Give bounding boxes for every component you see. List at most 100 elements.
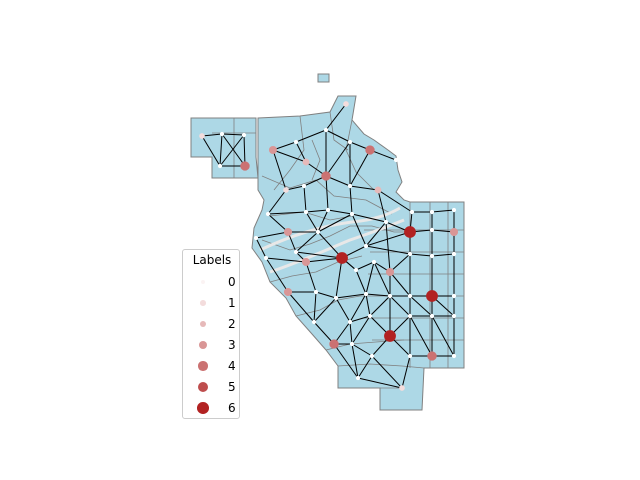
graph-node (241, 132, 247, 138)
graph-edge (365, 221, 387, 247)
district-boundary (273, 115, 305, 191)
graph-edge (303, 185, 307, 213)
graph-edge (265, 257, 289, 293)
graph-edge (325, 141, 351, 177)
graph-node (429, 313, 435, 319)
graph-edge (355, 269, 367, 295)
graph-edge (409, 315, 433, 357)
river (259, 206, 401, 252)
graph-edge (335, 257, 343, 299)
graph-node (451, 313, 457, 319)
graph-node (311, 319, 317, 325)
graph-edge (295, 141, 307, 163)
graph-edge (349, 293, 367, 323)
graph-edge (317, 209, 329, 233)
graph-node (363, 243, 369, 249)
graph-node (374, 186, 382, 194)
graph-node (383, 219, 389, 225)
graph-node (407, 313, 413, 319)
graph-edge (351, 343, 373, 357)
graph-edge (243, 134, 246, 167)
graph-node (427, 351, 437, 361)
legend-item: 6 (183, 398, 241, 418)
graph-edge (295, 251, 343, 259)
graph-edge (349, 321, 353, 345)
graph-edge (325, 175, 329, 211)
graph-edge (401, 355, 411, 389)
graph-edge (327, 209, 353, 215)
graph-node (367, 313, 373, 319)
legend-marker (198, 361, 208, 371)
legend-marker (200, 279, 206, 285)
graph-edge (295, 129, 327, 143)
legend-marker (200, 300, 206, 306)
graph-node (384, 330, 396, 342)
graph-node (387, 293, 393, 299)
graph-edge (351, 315, 371, 345)
graph-edge (221, 133, 246, 167)
graph-edge (365, 293, 391, 297)
graph-edge (255, 237, 267, 259)
graph-edge (287, 291, 315, 323)
graph-node (315, 229, 321, 235)
graph-edge (335, 293, 367, 299)
graph-node (199, 133, 205, 139)
graph-edge (351, 213, 387, 223)
graph-node (385, 267, 395, 277)
graph-edge (267, 189, 287, 215)
legend-label: 2 (228, 317, 236, 331)
legend-item: 4 (183, 356, 241, 376)
graph-node (399, 385, 405, 391)
region (251, 95, 465, 411)
graph-edge (315, 291, 337, 299)
graph-edge (305, 211, 319, 233)
graph-node (313, 289, 319, 295)
graph-edge (335, 297, 351, 323)
legend-label: 5 (228, 380, 236, 394)
graph-node (347, 319, 353, 325)
graph-node (451, 207, 457, 213)
graph-node (404, 226, 416, 238)
graph-node (219, 131, 225, 137)
district-boundary (337, 363, 425, 369)
graph-node (349, 341, 355, 347)
graph-node (429, 227, 435, 233)
graph-node (283, 287, 293, 297)
graph-edge (305, 257, 343, 263)
district-boundary (329, 111, 349, 151)
legend-title: Labels (192, 253, 232, 267)
graph-node (268, 145, 278, 155)
graph-node (451, 251, 457, 257)
legend-item: 0 (183, 272, 241, 292)
graph-node (323, 127, 329, 133)
graph-node (293, 139, 299, 145)
graph-edge (349, 149, 371, 187)
legend-marker (199, 320, 207, 328)
district-boundary (345, 119, 375, 191)
graph-node (325, 207, 331, 213)
graph-node (293, 249, 299, 255)
graph-node (451, 293, 457, 299)
graph-edge (365, 293, 371, 317)
graph-node (329, 339, 339, 349)
graph-node (407, 293, 413, 299)
graph-node (265, 211, 271, 217)
graph-edge (325, 103, 347, 131)
legend-marker (197, 402, 209, 414)
graph-node (349, 211, 355, 217)
graph-node (283, 187, 289, 193)
graph-edge (357, 355, 373, 379)
graph-edge (285, 185, 305, 191)
graph-node (336, 252, 348, 264)
district-boundary (261, 175, 393, 215)
graph-node (301, 183, 307, 189)
district-boundary (269, 211, 353, 221)
graph-node (407, 251, 413, 257)
legend-label: 6 (228, 401, 236, 415)
graph-edge (305, 209, 329, 213)
graph-node (347, 139, 353, 145)
graph-edge (357, 377, 403, 389)
graph-node (353, 267, 359, 273)
graph-node (355, 375, 361, 381)
graph-node (407, 353, 413, 359)
